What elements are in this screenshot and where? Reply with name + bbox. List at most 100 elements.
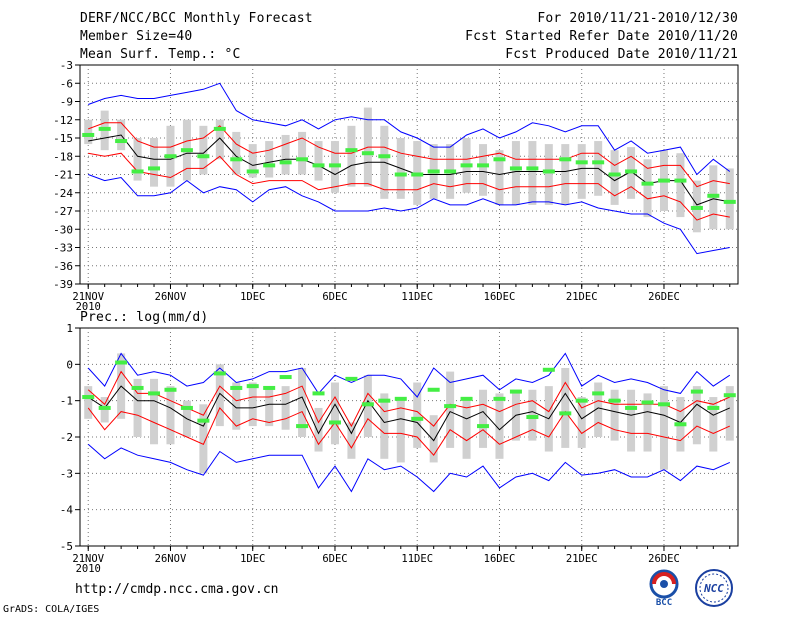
prec-member-box [429, 415, 438, 463]
prec-green-mark [542, 367, 555, 372]
prec-green-mark [378, 398, 391, 403]
temp-green-mark [690, 205, 703, 210]
prec-green-mark [509, 389, 522, 394]
prec-green-mark [197, 418, 210, 423]
temp-green-mark [427, 169, 440, 174]
prec-member-box [248, 382, 257, 427]
temp-green-mark [312, 163, 325, 168]
prec-member-box [199, 404, 208, 474]
prec-green-mark [460, 396, 473, 401]
forecast-period: For 2010/11/21-2010/12/30 [537, 11, 738, 26]
temp-member-box [561, 144, 570, 205]
prec-ytick-label: 1 [66, 322, 73, 335]
prec-max-line [87, 352, 731, 398]
temp-member-box [610, 150, 619, 205]
prec-member-box [84, 386, 93, 419]
temp-green-mark [575, 160, 588, 165]
prec-green-mark [690, 389, 703, 394]
temp-ytick-label: -21 [53, 169, 73, 182]
temp-ytick-label: -33 [53, 242, 73, 255]
temp-member-box [577, 144, 586, 199]
prec-member-box [725, 386, 734, 441]
temp-member-box [676, 153, 685, 218]
temp-green-mark [542, 169, 555, 174]
prec-member-box [446, 371, 455, 448]
temp-year-label: 2010 [76, 301, 101, 313]
temp-xtick-label: 26DEC [648, 291, 680, 303]
prec-green-mark [148, 391, 161, 396]
temp-green-mark [345, 148, 358, 153]
prec-member-box [594, 382, 603, 437]
prec-green-mark [411, 416, 424, 421]
bcc-logo: BCC [640, 568, 688, 612]
temp-member-box [281, 134, 290, 175]
prec-green-mark [131, 385, 144, 390]
temp-green-mark [641, 181, 654, 186]
temp-member-box [215, 119, 224, 160]
temp-green-mark [625, 169, 638, 174]
prec-green-mark [559, 411, 572, 416]
prec-green-mark [394, 396, 407, 401]
prec-green-mark [625, 405, 638, 410]
temp-green-mark [509, 166, 522, 171]
temp-member-box [643, 159, 652, 218]
temp-green-mark [460, 163, 473, 168]
temp-green-mark [263, 163, 276, 168]
temp-variable-label: Mean Surf. Temp.: °C [80, 47, 241, 62]
prec-member-box [215, 364, 224, 427]
temp-green-mark [230, 157, 243, 162]
temp-lower-line [88, 152, 730, 221]
prec-green-mark [230, 385, 243, 390]
prec-xtick-label: 26DEC [648, 553, 680, 565]
prec-member-box [692, 386, 701, 445]
prec-green-mark [657, 402, 670, 407]
footer-url[interactable]: http://cmdp.ncc.cma.gov.cn [75, 582, 279, 597]
temp-member-box [84, 119, 93, 145]
temp-xtick-label: 21DEC [566, 291, 598, 303]
prec-mean-line [87, 385, 731, 442]
prec-green-mark [723, 393, 736, 398]
prec-member-box [610, 389, 619, 441]
temp-green-mark [608, 172, 621, 177]
temp-green-mark [477, 163, 490, 168]
prec-green-mark [246, 384, 259, 389]
temp-ytick-label: -15 [53, 132, 73, 145]
temp-green-mark [674, 178, 687, 183]
temp-member-box [725, 168, 734, 230]
temp-member-box [298, 131, 307, 175]
temp-green-mark [394, 172, 407, 177]
temp-green-mark [707, 193, 720, 198]
prec-member-box [347, 422, 356, 459]
temp-ytick-label: -36 [53, 260, 73, 273]
temp-green-mark [378, 154, 391, 159]
temp-ytick-label: -24 [53, 187, 73, 200]
prec-xtick-label: 16DEC [484, 553, 516, 565]
prec-ytick-label: -5 [60, 540, 73, 553]
temp-member-box [150, 138, 159, 187]
temp-green-mark [115, 139, 128, 144]
temp-green-mark [296, 157, 309, 162]
temp-ytick-label: -9 [60, 96, 73, 109]
prec-member-box [577, 397, 586, 448]
prec-xtick-label: 21NOV [72, 553, 104, 565]
temp-member-box [544, 144, 553, 205]
prec-green-mark [213, 371, 226, 376]
temp-green-mark [657, 178, 670, 183]
temp-green-mark [213, 126, 226, 131]
prec-member-box [330, 382, 339, 445]
prec-member-box [396, 397, 405, 463]
prec-member-box [232, 382, 241, 430]
temp-green-mark [131, 169, 144, 174]
prec-green-mark [263, 385, 276, 390]
temp-member-box [511, 141, 520, 205]
grads-credit: GrADS: COLA/IGES [3, 604, 100, 615]
fcst-started-date: Fcst Started Refer Date 2010/11/20 [465, 29, 738, 44]
prec-member-box [166, 386, 175, 445]
prec-green-mark [296, 424, 309, 429]
prec-green-mark [312, 391, 325, 396]
prec-member-box [298, 367, 307, 437]
prec-xtick-label: 6DEC [322, 553, 347, 565]
prec-xtick-label: 1DEC [240, 553, 265, 565]
temp-ytick-label: -6 [60, 77, 73, 90]
